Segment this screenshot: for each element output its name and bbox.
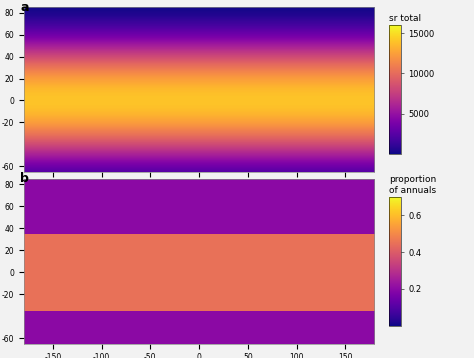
- Text: b: b: [20, 173, 29, 185]
- Text: sr total: sr total: [389, 14, 421, 23]
- Text: proportion
of annuals: proportion of annuals: [389, 175, 436, 195]
- Text: a: a: [20, 1, 29, 14]
